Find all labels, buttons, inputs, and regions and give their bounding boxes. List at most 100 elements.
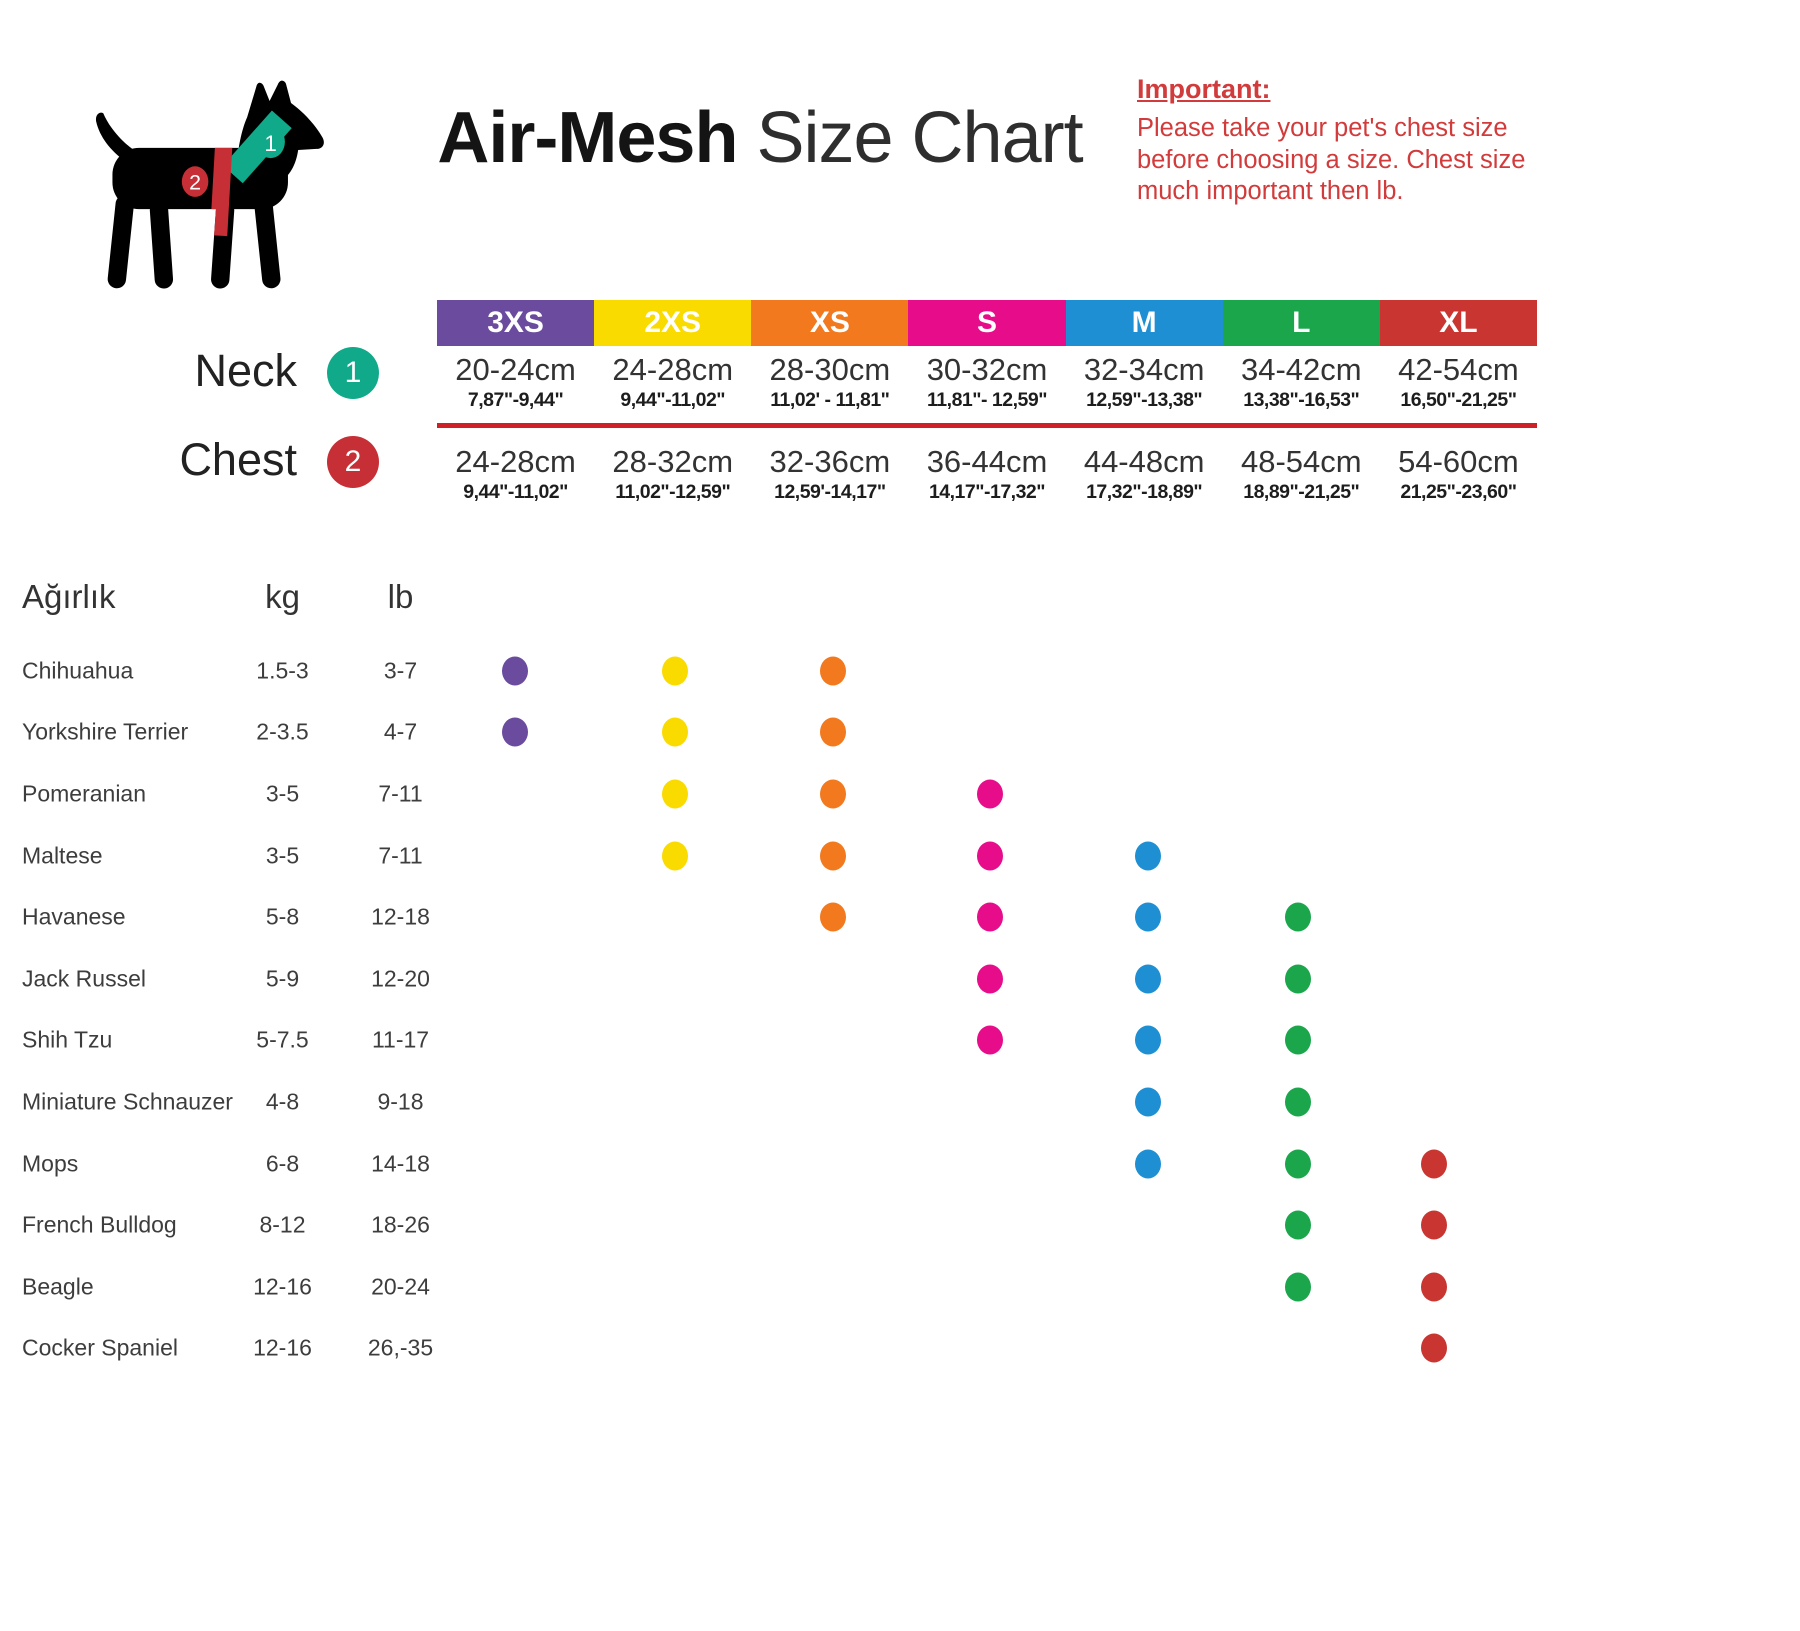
important-line-2: before choosing a size. Chest size xyxy=(1137,145,1526,174)
breed-kg-range: 5-9 xyxy=(265,965,300,992)
neck-cell-3xs: 20-24cm 7,87"-9,44" xyxy=(437,346,594,414)
neck-cell-2xs: 24-28cm 9,44"-11,02" xyxy=(594,346,751,414)
chest-inch-xl: 21,25"-23,60" xyxy=(1400,481,1517,503)
size-dot-l xyxy=(1285,964,1311,994)
breed-row: Shih Tzu 5-7.5 11-17 xyxy=(0,1010,1800,1072)
breed-lb-range: 11-17 xyxy=(371,1026,430,1053)
size-dot-2xs xyxy=(662,656,688,686)
breed-row: French Bulldog 8-12 18-26 xyxy=(0,1194,1800,1256)
size-dot-xs xyxy=(820,656,846,686)
breed-kg-range: 1.5-3 xyxy=(256,657,309,684)
size-header-row: 3XS 2XS XS S M L XL xyxy=(437,300,1537,346)
size-dot-s xyxy=(977,779,1003,809)
breed-lb-range: 18-26 xyxy=(371,1211,430,1238)
neck-inch-xl: 16,50"-21,25" xyxy=(1400,389,1517,411)
neck-cm-3xs: 20-24cm xyxy=(455,352,576,387)
important-note: Important: Please take your pet's chest … xyxy=(1137,74,1567,208)
neck-inch-2xs: 9,44"-11,02" xyxy=(620,389,726,411)
size-dot-l xyxy=(1285,1272,1311,1302)
breed-kg-range: 12-16 xyxy=(253,1273,312,1300)
chest-inch-2xs: 11,02"-12,59" xyxy=(615,481,731,503)
breed-name: Cocker Spaniel xyxy=(22,1334,178,1361)
kg-column-header: kg xyxy=(265,578,300,615)
breed-name: Mops xyxy=(22,1150,79,1177)
chest-cell-3xs: 24-28cm 9,44"-11,02" xyxy=(437,438,594,506)
chest-cm-l: 48-54cm xyxy=(1240,444,1362,479)
chest-cell-2xs: 28-32cm 11,02"-12,59" xyxy=(594,438,751,506)
breed-lb-range: 20-24 xyxy=(371,1273,430,1300)
neck-cell-l: 34-42cm 13,38"-16,53" xyxy=(1223,346,1380,414)
breed-lb-range: 12-20 xyxy=(371,965,430,992)
size-header-m: M xyxy=(1065,300,1223,346)
size-dot-m xyxy=(1135,1025,1161,1055)
neck-cm-s: 30-32cm xyxy=(926,352,1048,387)
size-dot-3xs xyxy=(502,656,528,686)
size-dot-2xs xyxy=(662,841,688,871)
neck-chest-divider xyxy=(437,423,1537,428)
dog-tail xyxy=(95,112,137,163)
neck-inch-s: 11,81"- 12,59" xyxy=(927,389,1047,411)
size-dot-xs xyxy=(820,841,846,871)
size-dot-l xyxy=(1285,1025,1311,1055)
breed-name: French Bulldog xyxy=(22,1211,177,1238)
size-dot-s xyxy=(977,964,1003,994)
size-dot-l xyxy=(1285,1149,1311,1179)
neck-cell-xl: 42-54cm 16,50"-21,25" xyxy=(1380,346,1537,414)
neck-cm-m: 32-34cm xyxy=(1083,352,1205,387)
svg-text:1: 1 xyxy=(264,131,276,156)
breed-kg-range: 5-8 xyxy=(265,903,300,930)
breed-row: Maltese 3-5 7-11 xyxy=(0,825,1800,887)
important-line-3: much important then lb. xyxy=(1137,177,1404,205)
breed-row: Jack Russel 5-9 12-20 xyxy=(0,948,1800,1010)
chest-marker-badge-2: 2 xyxy=(181,166,209,197)
chest-inch-s: 14,17"-17,32" xyxy=(928,481,1046,503)
chest-cm-xl: 54-60cm xyxy=(1398,444,1519,479)
neck-cm-xl: 42-54cm xyxy=(1398,352,1519,387)
size-dot-2xs xyxy=(662,717,688,747)
neck-cm-2xs: 24-28cm xyxy=(612,352,734,387)
size-dot-l xyxy=(1285,1210,1311,1240)
breed-name: Shih Tzu xyxy=(22,1026,113,1053)
size-dot-xs xyxy=(820,779,846,809)
dog-silhouette-graphic: 1 2 xyxy=(95,80,324,289)
neck-marker-1: 1 xyxy=(327,347,379,399)
breed-row: Yorkshire Terrier 2-3.5 4-7 xyxy=(0,702,1800,764)
chest-cm-3xs: 24-28cm xyxy=(455,444,576,479)
size-dot-m xyxy=(1135,964,1161,994)
neck-label: Neck xyxy=(194,345,297,396)
breed-row: Beagle 12-16 20-24 xyxy=(0,1256,1800,1318)
neck-cm-xs: 28-30cm xyxy=(769,352,891,387)
size-dot-xs xyxy=(820,902,846,932)
svg-text:2: 2 xyxy=(189,171,201,195)
size-dot-xl xyxy=(1421,1149,1447,1179)
chest-inch-3xs: 9,44"-11,02" xyxy=(463,481,568,503)
chest-cell-xl: 54-60cm 21,25"-23,60" xyxy=(1380,438,1537,506)
title-suffix: Size Chart xyxy=(737,98,1083,178)
breed-name: Jack Russel xyxy=(22,965,146,992)
breed-kg-range: 6-8 xyxy=(265,1150,300,1177)
chest-cell-l: 48-54cm 18,89"-21,25" xyxy=(1223,438,1380,506)
breed-lb-range: 12-18 xyxy=(371,903,430,930)
size-dot-xl xyxy=(1421,1333,1447,1363)
neck-inch-xs: 11,02' - 11,81" xyxy=(770,389,890,411)
size-dot-l xyxy=(1285,1087,1311,1117)
size-dot-xs xyxy=(820,717,846,747)
breed-lb-range: 9-18 xyxy=(377,1088,424,1115)
neck-cell-m: 32-34cm 12,59"-13,38" xyxy=(1066,346,1223,414)
breed-lb-range: 7-11 xyxy=(378,780,423,807)
breed-row: Cocker Spaniel 12-16 26,-35 xyxy=(0,1318,1800,1380)
breed-table-header: Ağırlık kg lb xyxy=(0,578,1800,624)
size-header-s: S xyxy=(908,300,1066,346)
chest-cell-m: 44-48cm 17,32"-18,89" xyxy=(1066,438,1223,506)
breed-kg-range: 3-5 xyxy=(265,842,300,869)
dog-harness-illustration: 1 2 xyxy=(90,60,340,295)
important-line-1: Please take your pet's chest size xyxy=(1137,114,1508,142)
size-header-l: L xyxy=(1222,300,1380,346)
chest-cm-s: 36-44cm xyxy=(926,444,1048,479)
size-dot-m xyxy=(1135,841,1161,871)
breed-row: Pomeranian 3-5 7-11 xyxy=(0,763,1800,825)
breed-kg-range: 5-7.5 xyxy=(256,1026,309,1053)
size-header-xl: XL xyxy=(1379,300,1537,346)
size-dot-3xs xyxy=(502,717,528,747)
